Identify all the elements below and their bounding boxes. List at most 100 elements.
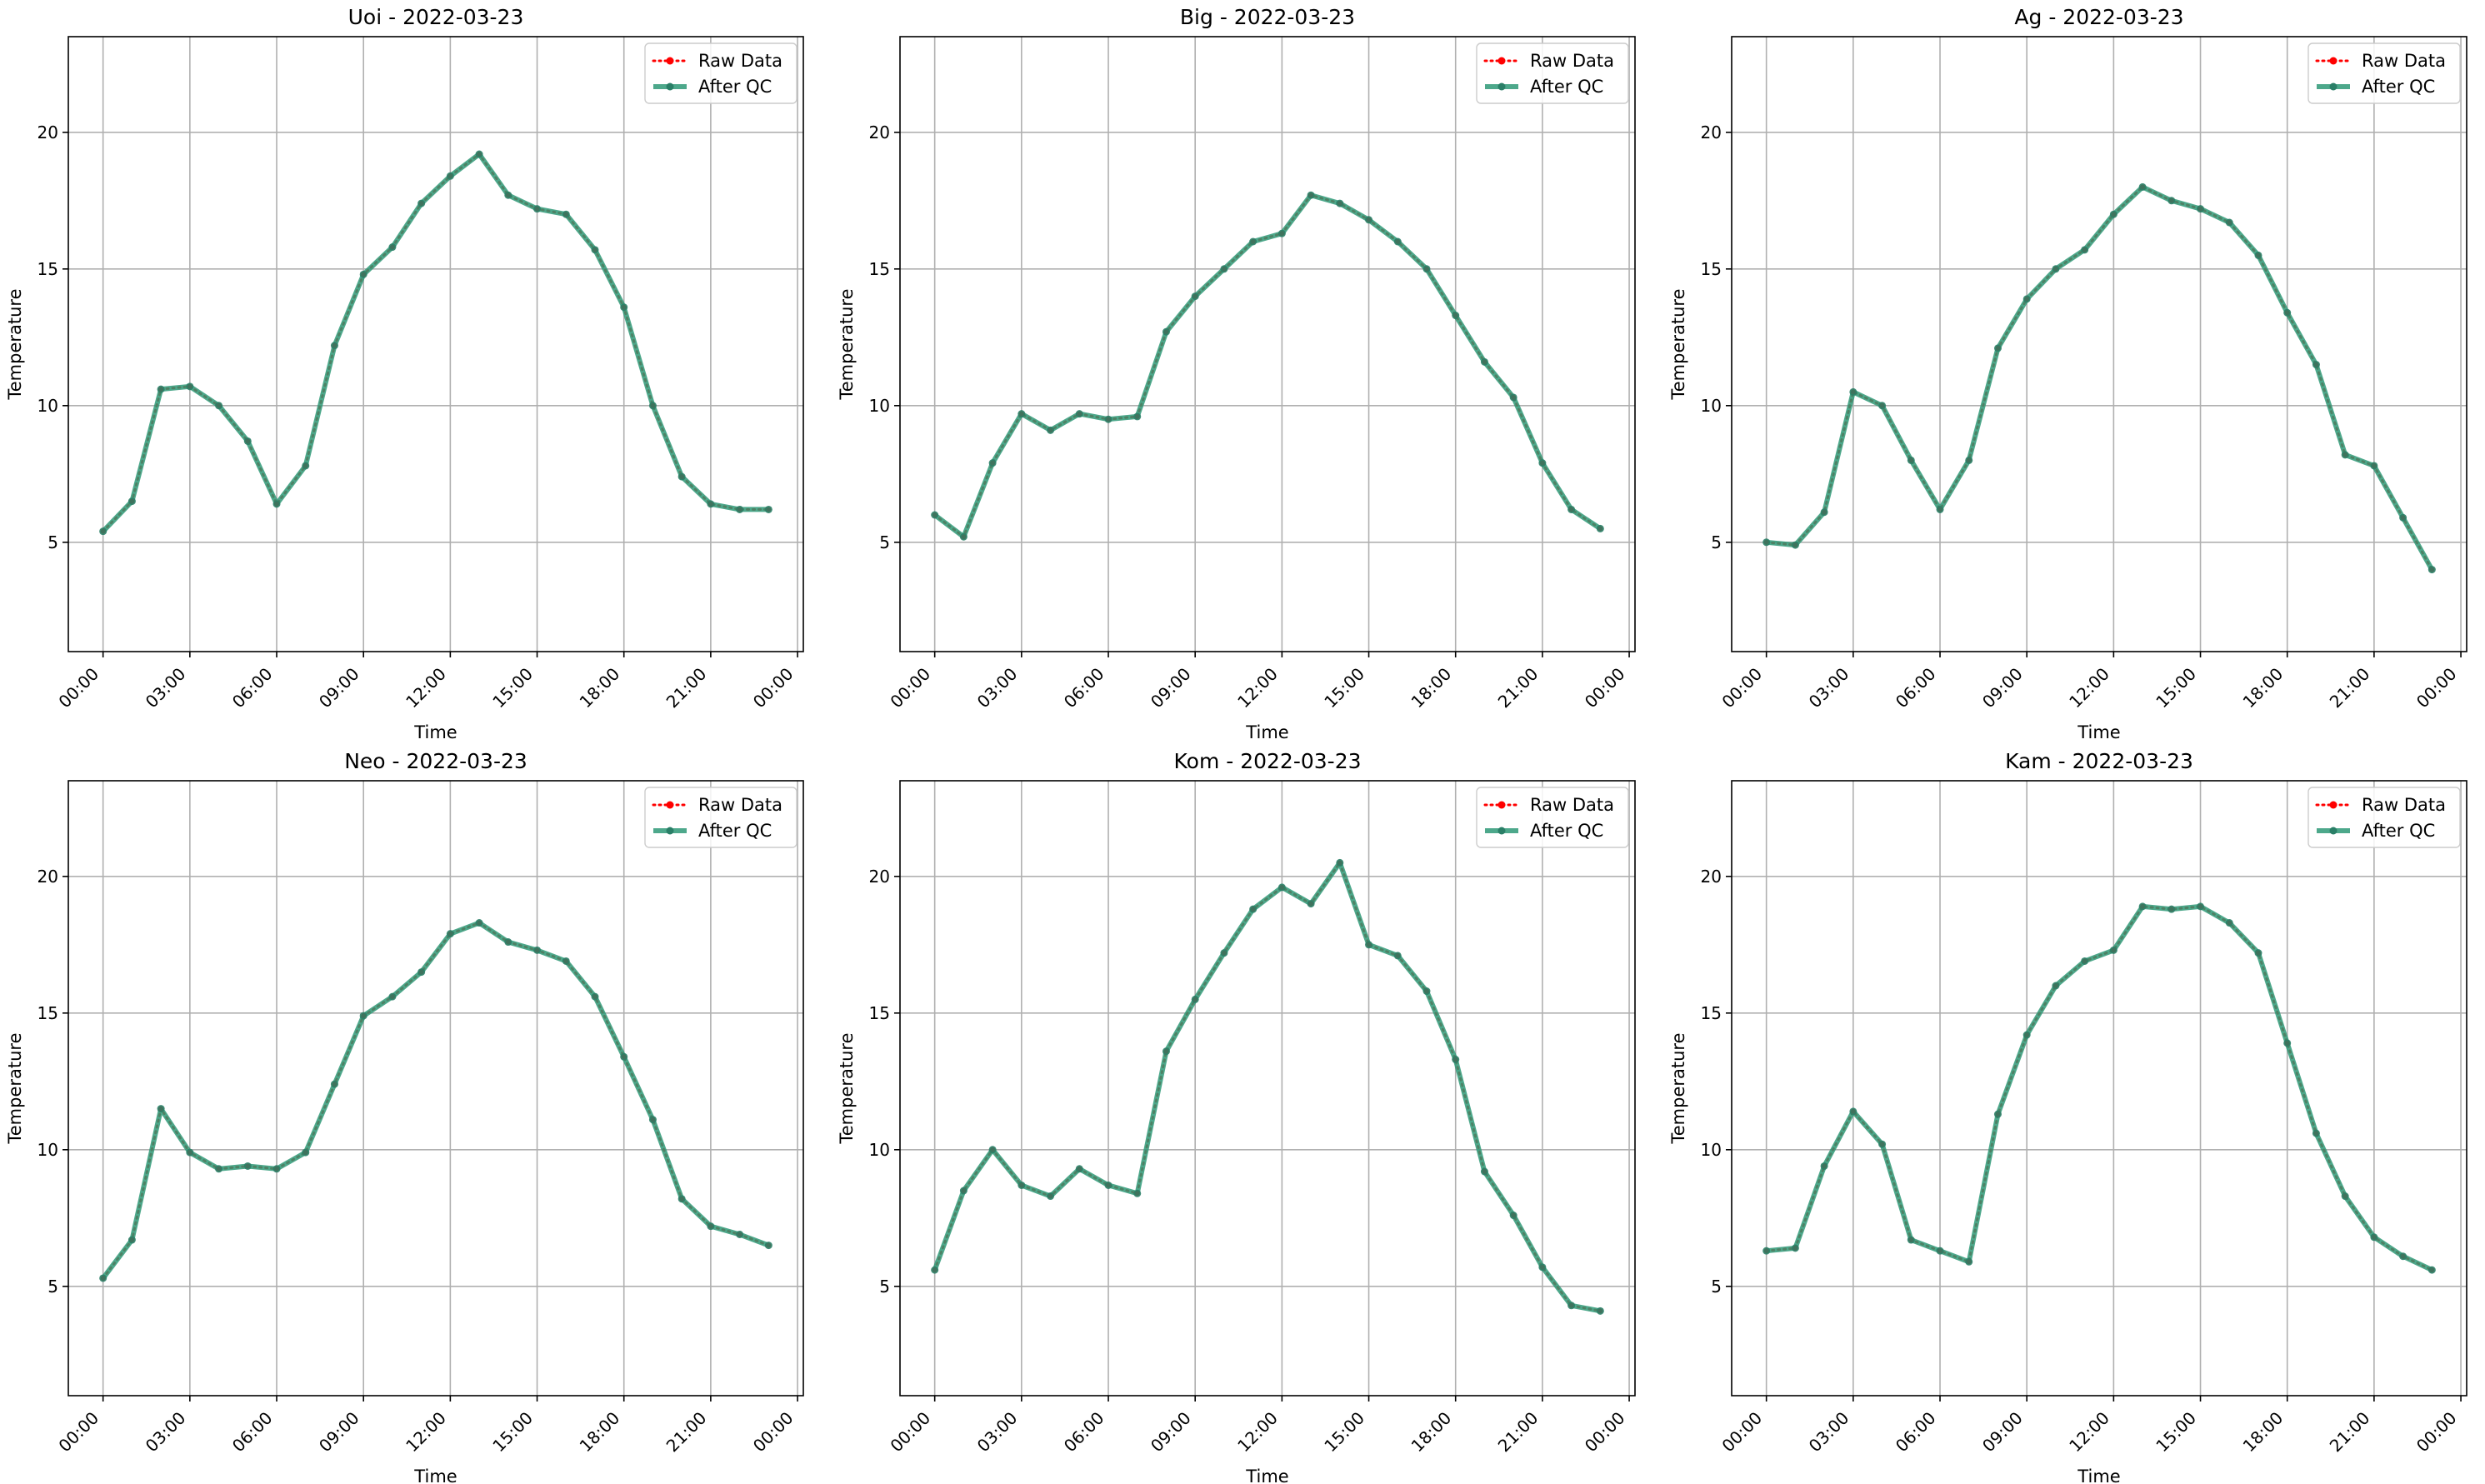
data-point-after-qc xyxy=(1820,508,1828,517)
data-point-after-qc xyxy=(272,500,281,508)
subplot-title: Neo - 2022-03-23 xyxy=(344,749,528,773)
data-point-after-qc xyxy=(1849,1107,1858,1116)
x-tick-label: 18:00 xyxy=(2239,664,2288,712)
series-line-after-qc xyxy=(101,920,770,1280)
data-point-after-qc xyxy=(1422,265,1431,273)
data-point-after-qc xyxy=(475,150,483,158)
data-point-after-qc xyxy=(1849,387,1858,396)
data-point-after-qc xyxy=(1191,995,1199,1003)
data-point-after-qc xyxy=(1307,191,1315,199)
x-tick-label: 09:00 xyxy=(1147,664,1195,712)
data-point-after-qc xyxy=(475,919,483,927)
y-tick-label: 15 xyxy=(869,1003,890,1023)
data-point-after-qc xyxy=(1393,237,1402,246)
data-point-after-qc xyxy=(1336,858,1344,867)
data-point-after-qc xyxy=(330,1080,338,1088)
data-point-after-qc xyxy=(562,957,570,965)
y-axis-label: Temperature xyxy=(837,1032,857,1144)
data-point-after-qc xyxy=(2109,946,2118,954)
x-tick-label: 15:00 xyxy=(1320,1408,1368,1457)
y-tick-label: 5 xyxy=(879,1277,890,1297)
data-point-after-qc xyxy=(1191,292,1199,301)
x-tick-label: 09:00 xyxy=(1978,1408,2027,1457)
data-point-after-qc xyxy=(736,1230,744,1238)
axes-frame xyxy=(68,36,804,652)
subplot-5: 00:00 03:00 06:00 09:00 12:00 15:00 18:00 21:00… xyxy=(837,749,1636,1484)
data-point-after-qc xyxy=(764,1242,772,1250)
x-axis-label: Time xyxy=(413,722,457,742)
data-point-after-qc xyxy=(1365,216,1373,224)
data-point-after-qc xyxy=(1104,1181,1112,1189)
data-point-after-qc xyxy=(157,385,165,393)
y-axis-label: Temperature xyxy=(1668,1032,1688,1144)
x-tick-label: 00:00 xyxy=(2412,664,2461,712)
y-axis-label: Temperature xyxy=(1668,288,1688,400)
y-tick-label: 5 xyxy=(48,1277,58,1297)
y-tick-label: 5 xyxy=(48,532,58,552)
y-tick-label: 20 xyxy=(38,867,58,887)
series-line-raw-data xyxy=(1765,905,2433,1272)
data-point-after-qc xyxy=(1878,1140,1887,1148)
data-point-after-qc xyxy=(1018,410,1026,418)
data-point-after-qc xyxy=(2428,1266,2436,1274)
data-point-after-qc xyxy=(215,402,223,410)
data-point-after-qc xyxy=(959,1187,968,1195)
data-point-after-qc xyxy=(1509,1212,1518,1220)
data-point-after-qc xyxy=(2197,205,2205,213)
y-axis-label: Temperature xyxy=(5,1032,25,1144)
axes-frame xyxy=(68,780,804,1397)
y-tick-label: 10 xyxy=(38,396,58,416)
data-point-after-qc xyxy=(1452,312,1460,320)
legend-label: After QC xyxy=(1530,821,1603,841)
x-tick-label: 12:00 xyxy=(2065,1408,2113,1457)
x-tick-label: 03:00 xyxy=(142,664,190,712)
data-point-after-qc xyxy=(1047,1192,1055,1201)
data-point-after-qc xyxy=(678,1195,686,1203)
legend-marker-raw-data xyxy=(2329,57,2338,65)
x-axis-label: Time xyxy=(2077,1467,2120,1484)
data-point-after-qc xyxy=(1762,1247,1771,1255)
data-point-after-qc xyxy=(2109,210,2118,218)
legend-label: After QC xyxy=(1530,77,1603,97)
data-point-after-qc xyxy=(388,992,397,1001)
legend: Raw Data After QC xyxy=(644,787,798,848)
legend: Raw Data After QC xyxy=(1476,42,1629,104)
x-axis-label: Time xyxy=(1245,1467,1288,1484)
data-point-after-qc xyxy=(186,1148,194,1157)
axes-frame xyxy=(899,36,1636,652)
data-point-after-qc xyxy=(1220,949,1228,957)
x-tick-label: 12:00 xyxy=(402,1408,450,1457)
data-point-after-qc xyxy=(1249,237,1258,246)
data-point-after-qc xyxy=(1596,1307,1604,1315)
data-point-after-qc xyxy=(1878,402,1887,410)
legend: Raw Data After QC xyxy=(2308,787,2461,848)
data-point-after-qc xyxy=(1133,412,1142,421)
subplot-title: Kam - 2022-03-23 xyxy=(2005,749,2193,773)
data-point-after-qc xyxy=(2370,1233,2378,1242)
x-tick-label: 15:00 xyxy=(2152,1408,2200,1457)
data-point-after-qc xyxy=(302,462,310,470)
x-tick-label: 21:00 xyxy=(2326,664,2374,712)
data-point-after-qc xyxy=(736,505,744,513)
data-point-after-qc xyxy=(504,938,512,947)
data-point-after-qc xyxy=(2341,451,2349,459)
y-tick-label: 10 xyxy=(869,1140,890,1160)
y-tick-label: 5 xyxy=(1711,532,1722,552)
x-tick-label: 00:00 xyxy=(1718,1408,1766,1457)
x-tick-label: 00:00 xyxy=(749,1408,798,1457)
x-tick-label: 18:00 xyxy=(1408,664,1456,712)
x-tick-label: 12:00 xyxy=(1233,664,1282,712)
data-point-after-qc xyxy=(1538,459,1547,467)
x-tick-label: 00:00 xyxy=(749,664,798,712)
x-tick-label: 21:00 xyxy=(662,1408,711,1457)
data-point-after-qc xyxy=(157,1105,165,1113)
legend-label: Raw Data xyxy=(2362,795,2446,815)
y-tick-label: 15 xyxy=(1701,259,1722,279)
data-point-after-qc xyxy=(1936,1247,1944,1255)
y-axis-label: Temperature xyxy=(837,288,857,400)
data-point-after-qc xyxy=(1568,1302,1576,1310)
x-tick-label: 12:00 xyxy=(402,664,450,712)
data-point-after-qc xyxy=(2197,902,2205,911)
data-point-after-qc xyxy=(1965,1257,1973,1266)
